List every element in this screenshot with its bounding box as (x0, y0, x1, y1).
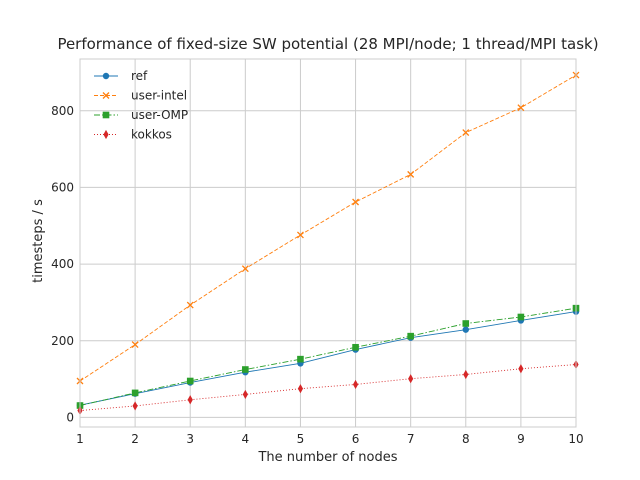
legend: ref user-intel user-OMP kokkos (94, 69, 188, 142)
grid (79, 59, 577, 427)
series-kokkos (77, 359, 579, 416)
x-tick-label: 10 (568, 432, 583, 446)
legend-label: user-OMP (131, 108, 188, 122)
x-tick-label: 6 (352, 432, 360, 446)
legend-label: kokkos (131, 128, 172, 142)
x-tick-label: 8 (462, 432, 470, 446)
data-point (297, 355, 304, 363)
legend-marker (103, 129, 109, 140)
y-axis-ticks: 0 200 400 600 800 (51, 104, 74, 425)
legend-marker (102, 72, 110, 80)
data-point (352, 379, 359, 390)
data-point (407, 170, 415, 178)
data-point (131, 341, 139, 349)
data-point (241, 265, 249, 273)
data-point (186, 301, 194, 309)
x-tick-label: 7 (407, 432, 415, 446)
x-tick-label: 9 (517, 432, 525, 446)
data-point (352, 343, 359, 351)
y-tick-label: 400 (51, 257, 74, 271)
series-line (79, 74, 577, 382)
data-point (518, 364, 524, 374)
data-point (462, 326, 469, 333)
data-point (517, 104, 525, 112)
x-tick-label: 5 (297, 432, 305, 446)
y-tick-label: 0 (66, 410, 74, 424)
x-tick-label: 2 (131, 432, 139, 446)
data-point (352, 198, 360, 206)
legend-entry: user-intel (94, 89, 187, 103)
data-point (242, 366, 249, 373)
data-point (187, 395, 193, 405)
legend-label: user-intel (131, 89, 187, 103)
y-tick-label: 600 (51, 180, 74, 194)
legend-marker (102, 92, 110, 99)
y-tick-label: 200 (51, 334, 74, 348)
data-point (131, 389, 139, 397)
data-point (463, 369, 469, 380)
x-axis-ticks: 1 2 3 4 5 6 7 8 9 10 (76, 432, 583, 446)
data-point (242, 389, 248, 400)
series-line (79, 307, 577, 406)
data-point (408, 374, 414, 384)
series-ref (76, 308, 580, 409)
data-point (462, 129, 470, 137)
legend-marker (102, 111, 110, 119)
legend-entry: user-OMP (94, 108, 188, 122)
data-point (297, 384, 304, 394)
data-point (296, 231, 304, 239)
series-line (79, 364, 577, 411)
plot-frame (79, 58, 577, 428)
legend-entry: ref (94, 69, 148, 83)
data-point (462, 320, 470, 327)
y-axis-label: timesteps / s (31, 199, 46, 283)
data-point (407, 332, 414, 340)
data-point (517, 313, 525, 321)
legend-label: ref (131, 69, 148, 83)
chart-title: Performance of fixed-size SW potential (… (57, 35, 598, 53)
series-line (79, 311, 577, 406)
y-tick-label: 800 (51, 104, 74, 118)
x-tick-label: 3 (186, 432, 194, 446)
x-axis-label: The number of nodes (257, 450, 397, 465)
data-point (186, 377, 194, 385)
legend-entry: kokkos (94, 128, 172, 142)
x-tick-label: 4 (242, 432, 250, 446)
x-tick-label: 1 (76, 432, 84, 446)
data-point (132, 401, 138, 411)
series-layer (76, 71, 580, 416)
